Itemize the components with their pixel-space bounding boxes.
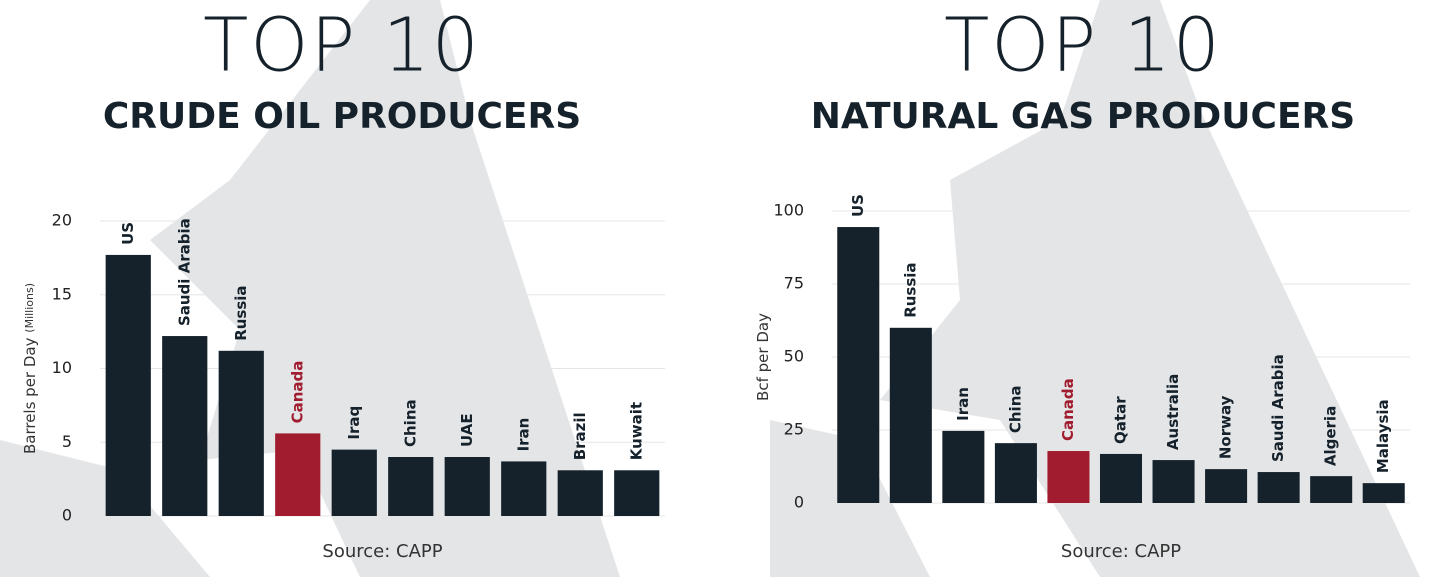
bar-category-label: Iran xyxy=(954,387,972,421)
leaf-shape xyxy=(880,0,1420,577)
bar-category-label: US xyxy=(119,222,137,245)
bar-category-label: China xyxy=(1006,385,1024,433)
bar xyxy=(1362,483,1405,503)
chart-subtitle: NATURAL GAS PRODUCERS xyxy=(811,96,1355,137)
bar-category-label: Brazil xyxy=(571,412,589,460)
y-tick-label: 100 xyxy=(773,201,804,220)
bar-category-label: Qatar xyxy=(1112,396,1130,444)
y-tick-label: 75 xyxy=(784,274,804,293)
bar xyxy=(942,430,985,503)
chart-title: TOP 10 xyxy=(203,3,481,89)
bar xyxy=(994,443,1037,503)
bar xyxy=(331,449,377,516)
bar-category-label: Iraq xyxy=(345,406,363,440)
bar xyxy=(1257,472,1300,503)
bar xyxy=(837,227,880,503)
bar-category-label: Russia xyxy=(901,262,919,317)
bar xyxy=(218,350,264,516)
y-axis-label-text: Bcf per Day xyxy=(754,313,772,401)
y-axis-label: Bcf per Day xyxy=(754,313,772,401)
y-tick-label: 10 xyxy=(52,358,72,377)
bar-category-label: Kuwait xyxy=(627,402,645,460)
leaf-shape xyxy=(150,0,620,577)
bar-category-label: Saudi Arabia xyxy=(1269,354,1287,462)
bar xyxy=(1152,460,1195,503)
bar-category-label: Australia xyxy=(1164,374,1182,450)
bar xyxy=(889,327,932,503)
bar xyxy=(162,336,208,516)
bar xyxy=(1047,451,1090,503)
bar-category-label: Norway xyxy=(1217,395,1235,459)
bar-category-label: China xyxy=(401,399,419,447)
bar xyxy=(275,433,321,516)
bar xyxy=(501,461,547,516)
bar-category-label: Russia xyxy=(232,285,250,340)
bar-category-label: Saudi Arabia xyxy=(175,218,193,326)
bar xyxy=(1310,476,1353,503)
leaf-shape xyxy=(0,440,210,577)
y-tick-label: 0 xyxy=(62,506,72,525)
bar-category-label: UAE xyxy=(458,413,476,447)
source-note: Source: CAPP xyxy=(1061,541,1181,562)
y-tick-label: 25 xyxy=(784,420,804,439)
bar-category-label: Canada xyxy=(1059,378,1077,441)
bar xyxy=(444,457,490,516)
bar-category-label: US xyxy=(849,194,867,217)
source-note: Source: CAPP xyxy=(322,541,442,562)
bar xyxy=(388,457,434,516)
y-tick-label: 15 xyxy=(52,284,72,303)
bar-category-label: Iran xyxy=(514,418,532,452)
bar xyxy=(557,470,603,516)
y-axis-label: Barrels per Day (Millions) xyxy=(21,283,39,454)
y-axis-unit: (Millions) xyxy=(23,283,36,333)
bar xyxy=(105,254,151,517)
bar xyxy=(1205,469,1248,503)
y-tick-label: 0 xyxy=(794,493,804,512)
chart-subtitle: CRUDE OIL PRODUCERS xyxy=(103,96,581,137)
bar-category-label: Canada xyxy=(288,361,306,424)
chart-title: TOP 10 xyxy=(944,3,1222,89)
y-tick-label: 5 xyxy=(62,432,72,451)
bar xyxy=(1099,453,1143,503)
bar-category-label: Malaysia xyxy=(1374,399,1392,473)
y-tick-label: 50 xyxy=(784,347,804,366)
bar-category-label: Algeria xyxy=(1322,406,1340,466)
y-axis-label-text: Barrels per Day xyxy=(21,337,39,454)
y-tick-label: 20 xyxy=(52,211,72,230)
bar xyxy=(614,470,660,516)
